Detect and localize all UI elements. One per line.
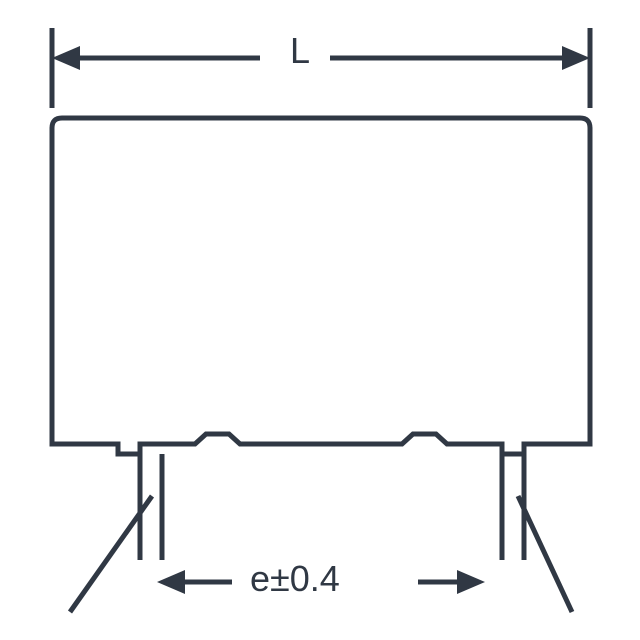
capacitor-body [52,118,590,454]
bottom-dimension-label: e±0.4 [250,558,340,600]
capacitor-diagram [52,28,590,612]
top-dimension-line [52,46,590,70]
top-dimension-label: L [290,30,310,72]
